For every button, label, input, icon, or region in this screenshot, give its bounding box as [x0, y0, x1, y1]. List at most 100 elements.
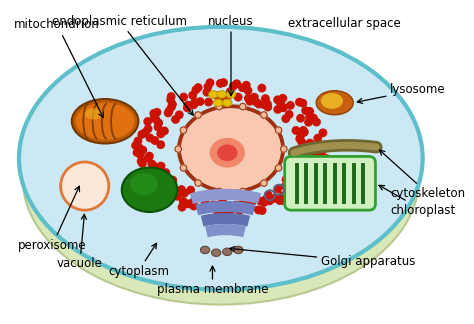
Circle shape	[61, 162, 109, 210]
Circle shape	[298, 191, 306, 198]
Circle shape	[164, 109, 172, 117]
Ellipse shape	[211, 249, 221, 256]
Circle shape	[165, 107, 173, 115]
Circle shape	[314, 134, 321, 142]
Ellipse shape	[201, 246, 210, 254]
Circle shape	[260, 199, 268, 206]
Circle shape	[219, 197, 226, 205]
Circle shape	[162, 195, 169, 202]
Circle shape	[239, 103, 246, 110]
Circle shape	[283, 176, 290, 183]
Circle shape	[220, 79, 227, 86]
Circle shape	[251, 94, 258, 101]
Circle shape	[309, 179, 317, 186]
Circle shape	[310, 114, 317, 122]
Circle shape	[178, 203, 186, 211]
Circle shape	[180, 93, 187, 101]
Text: cytoskeleton: cytoskeleton	[380, 150, 465, 200]
Circle shape	[281, 146, 287, 152]
Circle shape	[139, 160, 146, 167]
Circle shape	[204, 83, 212, 90]
Circle shape	[187, 186, 194, 194]
Circle shape	[203, 191, 210, 199]
Circle shape	[229, 203, 237, 211]
Circle shape	[151, 113, 158, 120]
Circle shape	[261, 180, 267, 186]
Circle shape	[264, 103, 272, 111]
Text: chloroplast: chloroplast	[379, 185, 456, 217]
Circle shape	[248, 198, 255, 206]
Circle shape	[150, 110, 157, 117]
Circle shape	[285, 111, 293, 118]
Circle shape	[180, 127, 187, 133]
Circle shape	[280, 197, 287, 204]
Circle shape	[196, 98, 204, 105]
Ellipse shape	[316, 91, 353, 115]
Circle shape	[295, 178, 302, 185]
Circle shape	[282, 115, 290, 122]
Circle shape	[308, 141, 316, 149]
Circle shape	[155, 119, 163, 127]
Ellipse shape	[227, 91, 236, 98]
Ellipse shape	[130, 173, 158, 195]
Circle shape	[133, 149, 141, 156]
Circle shape	[309, 157, 316, 165]
Circle shape	[301, 128, 308, 136]
Circle shape	[191, 98, 199, 106]
Circle shape	[183, 104, 191, 111]
Circle shape	[155, 123, 162, 131]
Circle shape	[313, 118, 320, 126]
Circle shape	[212, 202, 220, 209]
Circle shape	[244, 87, 252, 94]
Circle shape	[310, 156, 318, 163]
Circle shape	[180, 165, 187, 171]
Circle shape	[190, 198, 197, 206]
Circle shape	[205, 98, 212, 106]
Circle shape	[237, 201, 245, 208]
Circle shape	[203, 202, 211, 209]
Circle shape	[258, 207, 266, 214]
Ellipse shape	[85, 108, 103, 120]
Circle shape	[190, 202, 198, 210]
Circle shape	[297, 131, 305, 139]
Circle shape	[224, 202, 231, 210]
Circle shape	[274, 185, 282, 192]
Circle shape	[155, 167, 163, 174]
Circle shape	[175, 146, 182, 152]
Circle shape	[216, 188, 222, 195]
Circle shape	[299, 99, 307, 107]
Text: nucleus: nucleus	[208, 15, 254, 96]
Circle shape	[200, 192, 207, 200]
Circle shape	[287, 102, 294, 109]
Circle shape	[266, 197, 273, 204]
Circle shape	[245, 95, 252, 102]
Circle shape	[256, 197, 264, 205]
Circle shape	[236, 207, 243, 214]
Circle shape	[264, 100, 271, 108]
Circle shape	[155, 165, 162, 172]
Circle shape	[302, 107, 310, 114]
Circle shape	[292, 168, 299, 175]
Ellipse shape	[181, 108, 281, 190]
Circle shape	[274, 106, 282, 113]
Circle shape	[192, 86, 200, 94]
Circle shape	[216, 94, 224, 101]
Circle shape	[217, 80, 224, 87]
Circle shape	[169, 177, 176, 184]
Circle shape	[165, 184, 173, 191]
Ellipse shape	[213, 99, 223, 107]
Ellipse shape	[321, 93, 343, 109]
Circle shape	[296, 171, 303, 179]
Circle shape	[301, 160, 309, 168]
Circle shape	[233, 80, 240, 87]
Circle shape	[160, 190, 167, 198]
Circle shape	[279, 95, 286, 102]
Circle shape	[132, 142, 139, 149]
Circle shape	[302, 144, 309, 151]
Circle shape	[195, 180, 201, 186]
Circle shape	[139, 146, 146, 154]
Circle shape	[275, 165, 282, 171]
Circle shape	[258, 85, 265, 92]
Circle shape	[203, 88, 210, 96]
Circle shape	[271, 195, 278, 202]
